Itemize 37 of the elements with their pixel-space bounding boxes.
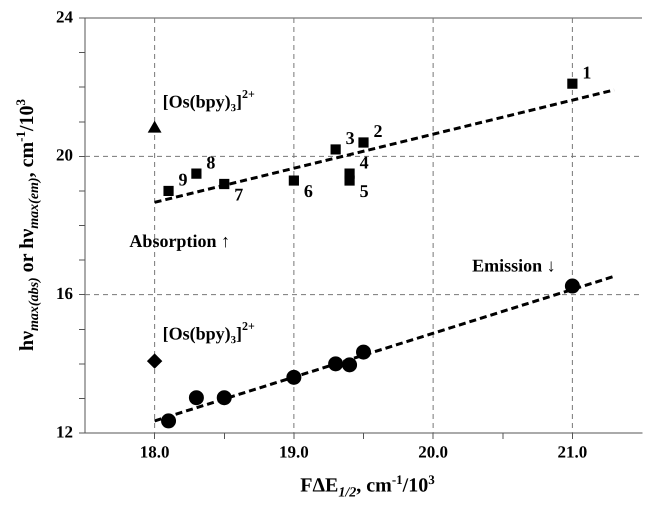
point [344, 175, 355, 186]
annotation: 7 [234, 184, 244, 205]
point [342, 357, 358, 372]
annotation: 4 [360, 152, 369, 172]
point [356, 344, 371, 360]
point [567, 78, 578, 89]
x-tick-label: 21.0 [558, 442, 588, 462]
annotation: 1 [582, 62, 592, 82]
point [163, 186, 174, 196]
point [328, 356, 344, 372]
point [330, 144, 341, 155]
point [147, 354, 162, 369]
point [161, 413, 176, 428]
annotation: 6 [304, 181, 313, 202]
y-tick-label: 20 [56, 146, 73, 165]
annotation: 9 [178, 170, 188, 190]
annotation: Absorption ↑ [129, 230, 230, 251]
x-tick-label: 20.0 [418, 442, 448, 462]
y-tick-label: 12 [56, 422, 73, 442]
x-axis-title: FΔE$_{1/2}$, cm$^{-1}$/10$^{3}$ [299, 472, 436, 502]
x-tick-label: 19.0 [279, 442, 309, 462]
point [219, 178, 230, 190]
annotation: 5 [360, 181, 369, 202]
y-tick-label: 16 [56, 284, 73, 304]
annotation: 3 [346, 128, 355, 148]
point [216, 390, 232, 406]
y-tick-label: 24 [56, 7, 74, 26]
point [286, 370, 302, 385]
point [564, 278, 580, 294]
point [188, 390, 204, 406]
annotation: 2 [374, 121, 382, 142]
annotation: Emission ↓ [472, 256, 556, 276]
point [358, 137, 369, 148]
x-tick-label: 18.0 [140, 442, 170, 462]
point [288, 175, 299, 186]
point [191, 168, 202, 179]
annotation: 8 [206, 152, 216, 172]
